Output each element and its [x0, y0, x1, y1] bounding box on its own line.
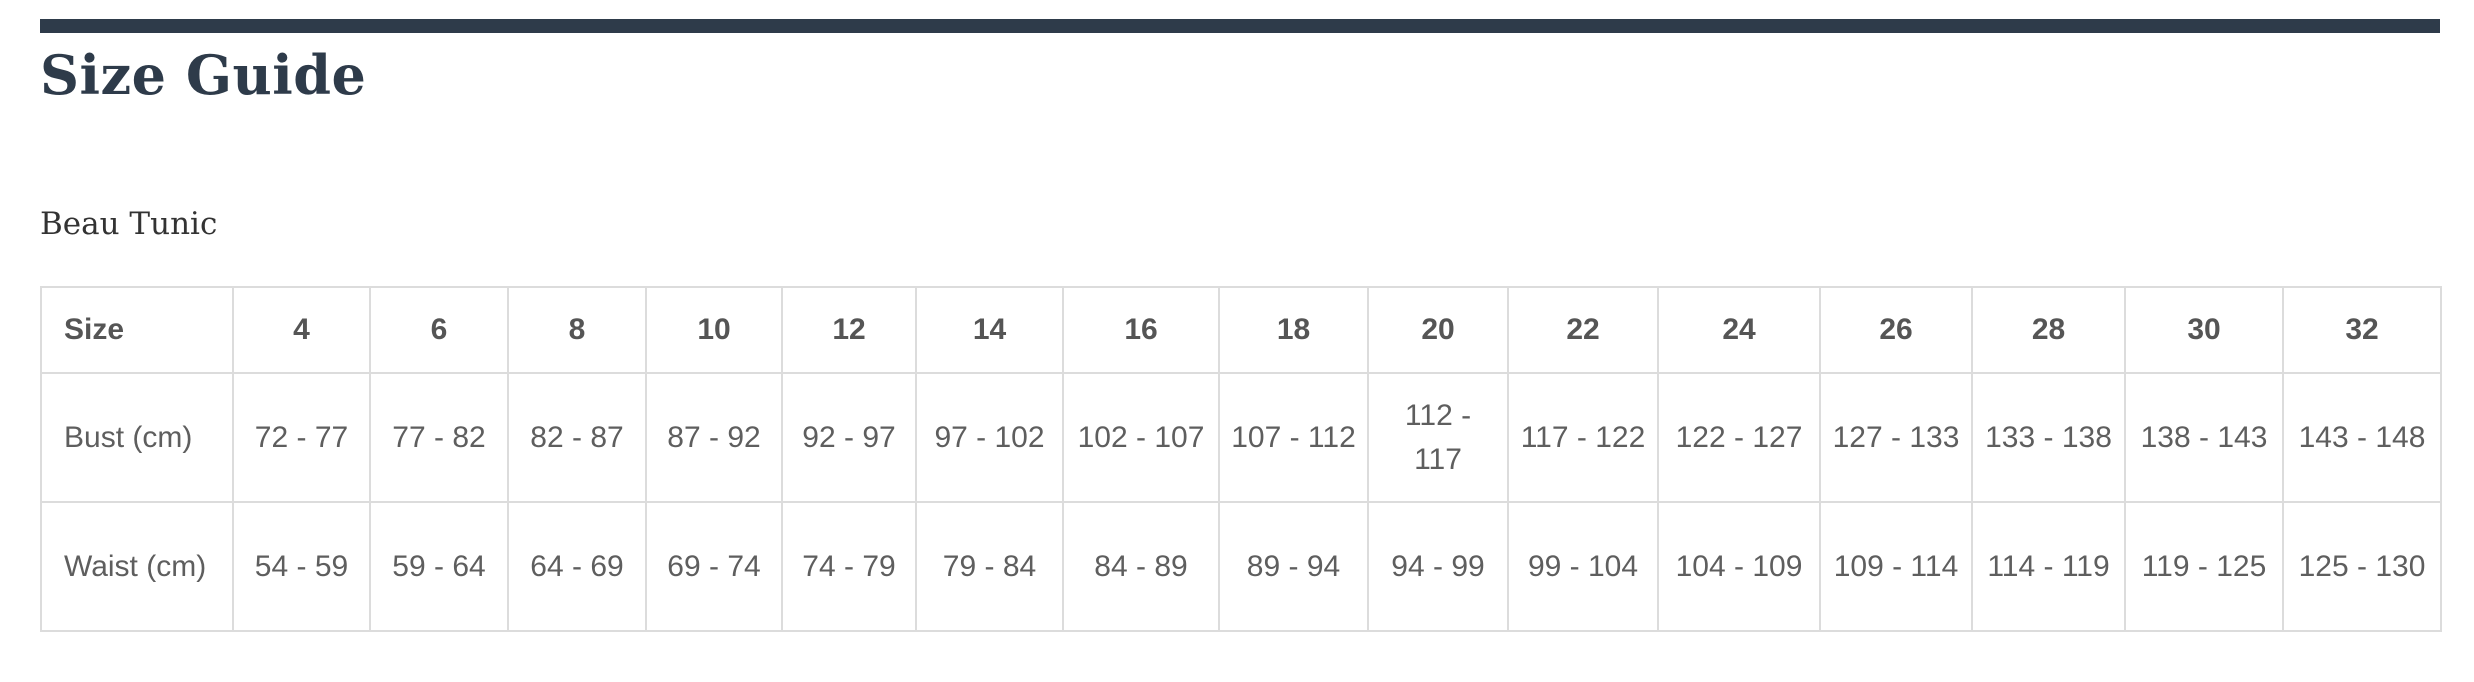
table-row: Waist (cm) 54 - 59 59 - 64 64 - 69 69 - 74 74…	[40, 501, 2442, 632]
table-cell: 54 - 59	[232, 501, 371, 632]
table-cell: 104 - 109	[1657, 501, 1821, 632]
table-cell: 77 - 82	[369, 372, 509, 503]
table-cell: 138 - 143	[2124, 372, 2284, 503]
header-cell-size: 4	[232, 286, 371, 374]
header-cell-size: 26	[1819, 286, 1973, 374]
header-cell-size: 24	[1657, 286, 1821, 374]
table-cell: 79 - 84	[915, 501, 1064, 632]
table-cell: 119 - 125	[2124, 501, 2284, 632]
product-name: Beau Tunic	[40, 206, 218, 242]
table-cell: 87 - 92	[645, 372, 783, 503]
table-row: Bust (cm) 72 - 77 77 - 82 82 - 87 87 - 92 92 …	[40, 372, 2442, 503]
table-cell: 127 - 133	[1819, 372, 1973, 503]
table-cell: 99 - 104	[1507, 501, 1659, 632]
header-cell-size: 16	[1062, 286, 1220, 374]
header-cell-size: 22	[1507, 286, 1659, 374]
table-cell: 122 - 127	[1657, 372, 1821, 503]
table-cell: 117 - 122	[1507, 372, 1659, 503]
row-label: Bust (cm)	[40, 372, 234, 503]
table-cell: 84 - 89	[1062, 501, 1220, 632]
table-cell: 114 - 119	[1971, 501, 2126, 632]
table-cell: 97 - 102	[915, 372, 1064, 503]
table-cell: 72 - 77	[232, 372, 371, 503]
table-cell: 125 - 130	[2282, 501, 2442, 632]
table-cell: 64 - 69	[507, 501, 647, 632]
table-cell: 69 - 74	[645, 501, 783, 632]
header-cell-size: 10	[645, 286, 783, 374]
table-cell: 143 - 148	[2282, 372, 2442, 503]
size-guide-table: Size 4 6 8 10 12 14 16 18 20 22 24 26 28 30 32 Bust (c…	[40, 286, 2442, 632]
table-cell: 102 - 107	[1062, 372, 1220, 503]
header-cell-size: 12	[781, 286, 917, 374]
table-cell: 74 - 79	[781, 501, 917, 632]
table-cell: 94 - 99	[1367, 501, 1509, 632]
header-cell-size: 6	[369, 286, 509, 374]
header-cell-size-label: Size	[40, 286, 234, 374]
table-cell: 59 - 64	[369, 501, 509, 632]
header-cell-size: 20	[1367, 286, 1509, 374]
header-cell-size: 8	[507, 286, 647, 374]
header-cell-size: 18	[1218, 286, 1369, 374]
row-label: Waist (cm)	[40, 501, 234, 632]
page-title: Size Guide	[40, 43, 367, 107]
table-cell: 109 - 114	[1819, 501, 1973, 632]
table-cell: 92 - 97	[781, 372, 917, 503]
header-accent-bar	[40, 19, 2440, 33]
table-cell: 107 - 112	[1218, 372, 1369, 503]
header-cell-size: 30	[2124, 286, 2284, 374]
header-cell-size: 28	[1971, 286, 2126, 374]
header-cell-size: 32	[2282, 286, 2442, 374]
header-cell-size: 14	[915, 286, 1064, 374]
table-cell: 133 - 138	[1971, 372, 2126, 503]
table-cell: 89 - 94	[1218, 501, 1369, 632]
table-header-row: Size 4 6 8 10 12 14 16 18 20 22 24 26 28 30 32	[40, 286, 2442, 374]
table-cell: 82 - 87	[507, 372, 647, 503]
table-cell: 112 - 117	[1367, 372, 1509, 503]
